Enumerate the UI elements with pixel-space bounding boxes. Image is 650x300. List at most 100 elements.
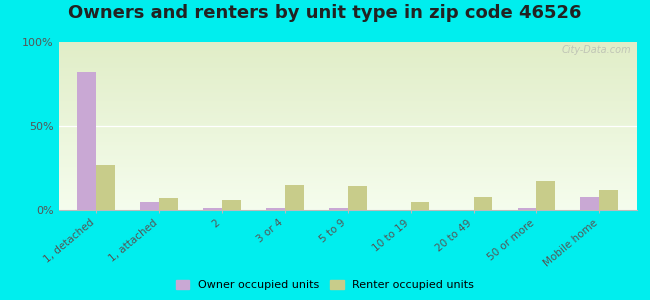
Bar [58,92,637,93]
Bar [58,66,637,67]
Bar [58,122,637,123]
Bar [58,81,637,82]
Bar [58,191,637,192]
Bar [58,188,637,189]
Bar [58,73,637,74]
Bar [58,127,637,128]
Bar [58,97,637,98]
Bar [58,126,637,127]
Bar [58,75,637,76]
Bar [58,157,637,158]
Bar [58,183,637,184]
Bar [58,178,637,179]
Bar [58,146,637,147]
Bar [536,182,555,210]
Bar [58,87,637,88]
Bar [58,164,637,165]
Bar [58,51,637,52]
Bar [58,99,637,100]
Bar [58,60,637,61]
Bar [58,43,637,44]
Bar [58,100,637,101]
Bar [58,176,637,177]
Bar [58,110,637,111]
Text: Owners and renters by unit type in zip code 46526: Owners and renters by unit type in zip c… [68,4,582,22]
Bar [58,67,637,68]
Bar [58,79,637,80]
Bar [517,208,536,210]
Bar [58,59,637,60]
Bar [58,77,637,78]
Bar [58,132,637,133]
Bar [58,86,637,87]
Bar [58,47,637,48]
Bar [58,62,637,63]
Bar [58,89,637,90]
Bar [58,189,637,190]
Bar [58,141,637,142]
Bar [58,42,637,43]
Bar [58,207,637,208]
Bar [58,202,637,203]
Bar [58,101,637,102]
Bar [58,116,637,117]
Bar [58,121,637,122]
Bar [58,83,637,84]
Bar [58,71,637,72]
Bar [58,185,637,186]
Bar [58,129,637,130]
Bar [58,52,637,53]
Bar [58,186,637,187]
Bar [58,105,637,106]
Bar [58,50,637,51]
Bar [77,72,96,210]
Bar [58,144,637,145]
Bar [58,206,637,207]
Bar [58,187,637,188]
Bar [58,61,637,62]
Bar [58,175,637,176]
Bar [58,199,637,200]
Bar [58,168,637,169]
Bar [58,200,637,201]
Bar [58,145,637,146]
Bar [58,182,637,183]
Bar [58,181,637,182]
Bar [58,136,637,137]
Bar [58,154,637,155]
Bar [58,118,637,119]
Bar [58,196,637,197]
Bar [58,177,637,178]
Text: City-Data.com: City-Data.com [562,45,631,56]
Bar [58,45,637,46]
Bar [58,142,637,143]
Bar [58,190,637,191]
Bar [58,46,637,47]
Bar [58,84,637,85]
Bar [58,56,637,57]
Bar [58,115,637,116]
Bar [599,190,618,210]
Bar [58,167,637,168]
Bar [58,209,637,210]
Bar [58,203,637,204]
Bar [285,185,304,210]
Bar [58,54,637,55]
Bar [58,58,637,59]
Bar [58,156,637,157]
Bar [58,195,637,196]
Bar [58,202,637,203]
Bar [58,49,637,50]
Bar [58,158,637,159]
Bar [58,173,637,174]
Bar [58,197,637,198]
Bar [58,53,637,54]
Bar [58,108,637,109]
Bar [58,96,637,97]
Bar [58,117,637,118]
Bar [58,192,637,193]
Bar [58,151,637,152]
Bar [58,147,637,148]
Bar [58,111,637,112]
Bar [58,153,637,154]
